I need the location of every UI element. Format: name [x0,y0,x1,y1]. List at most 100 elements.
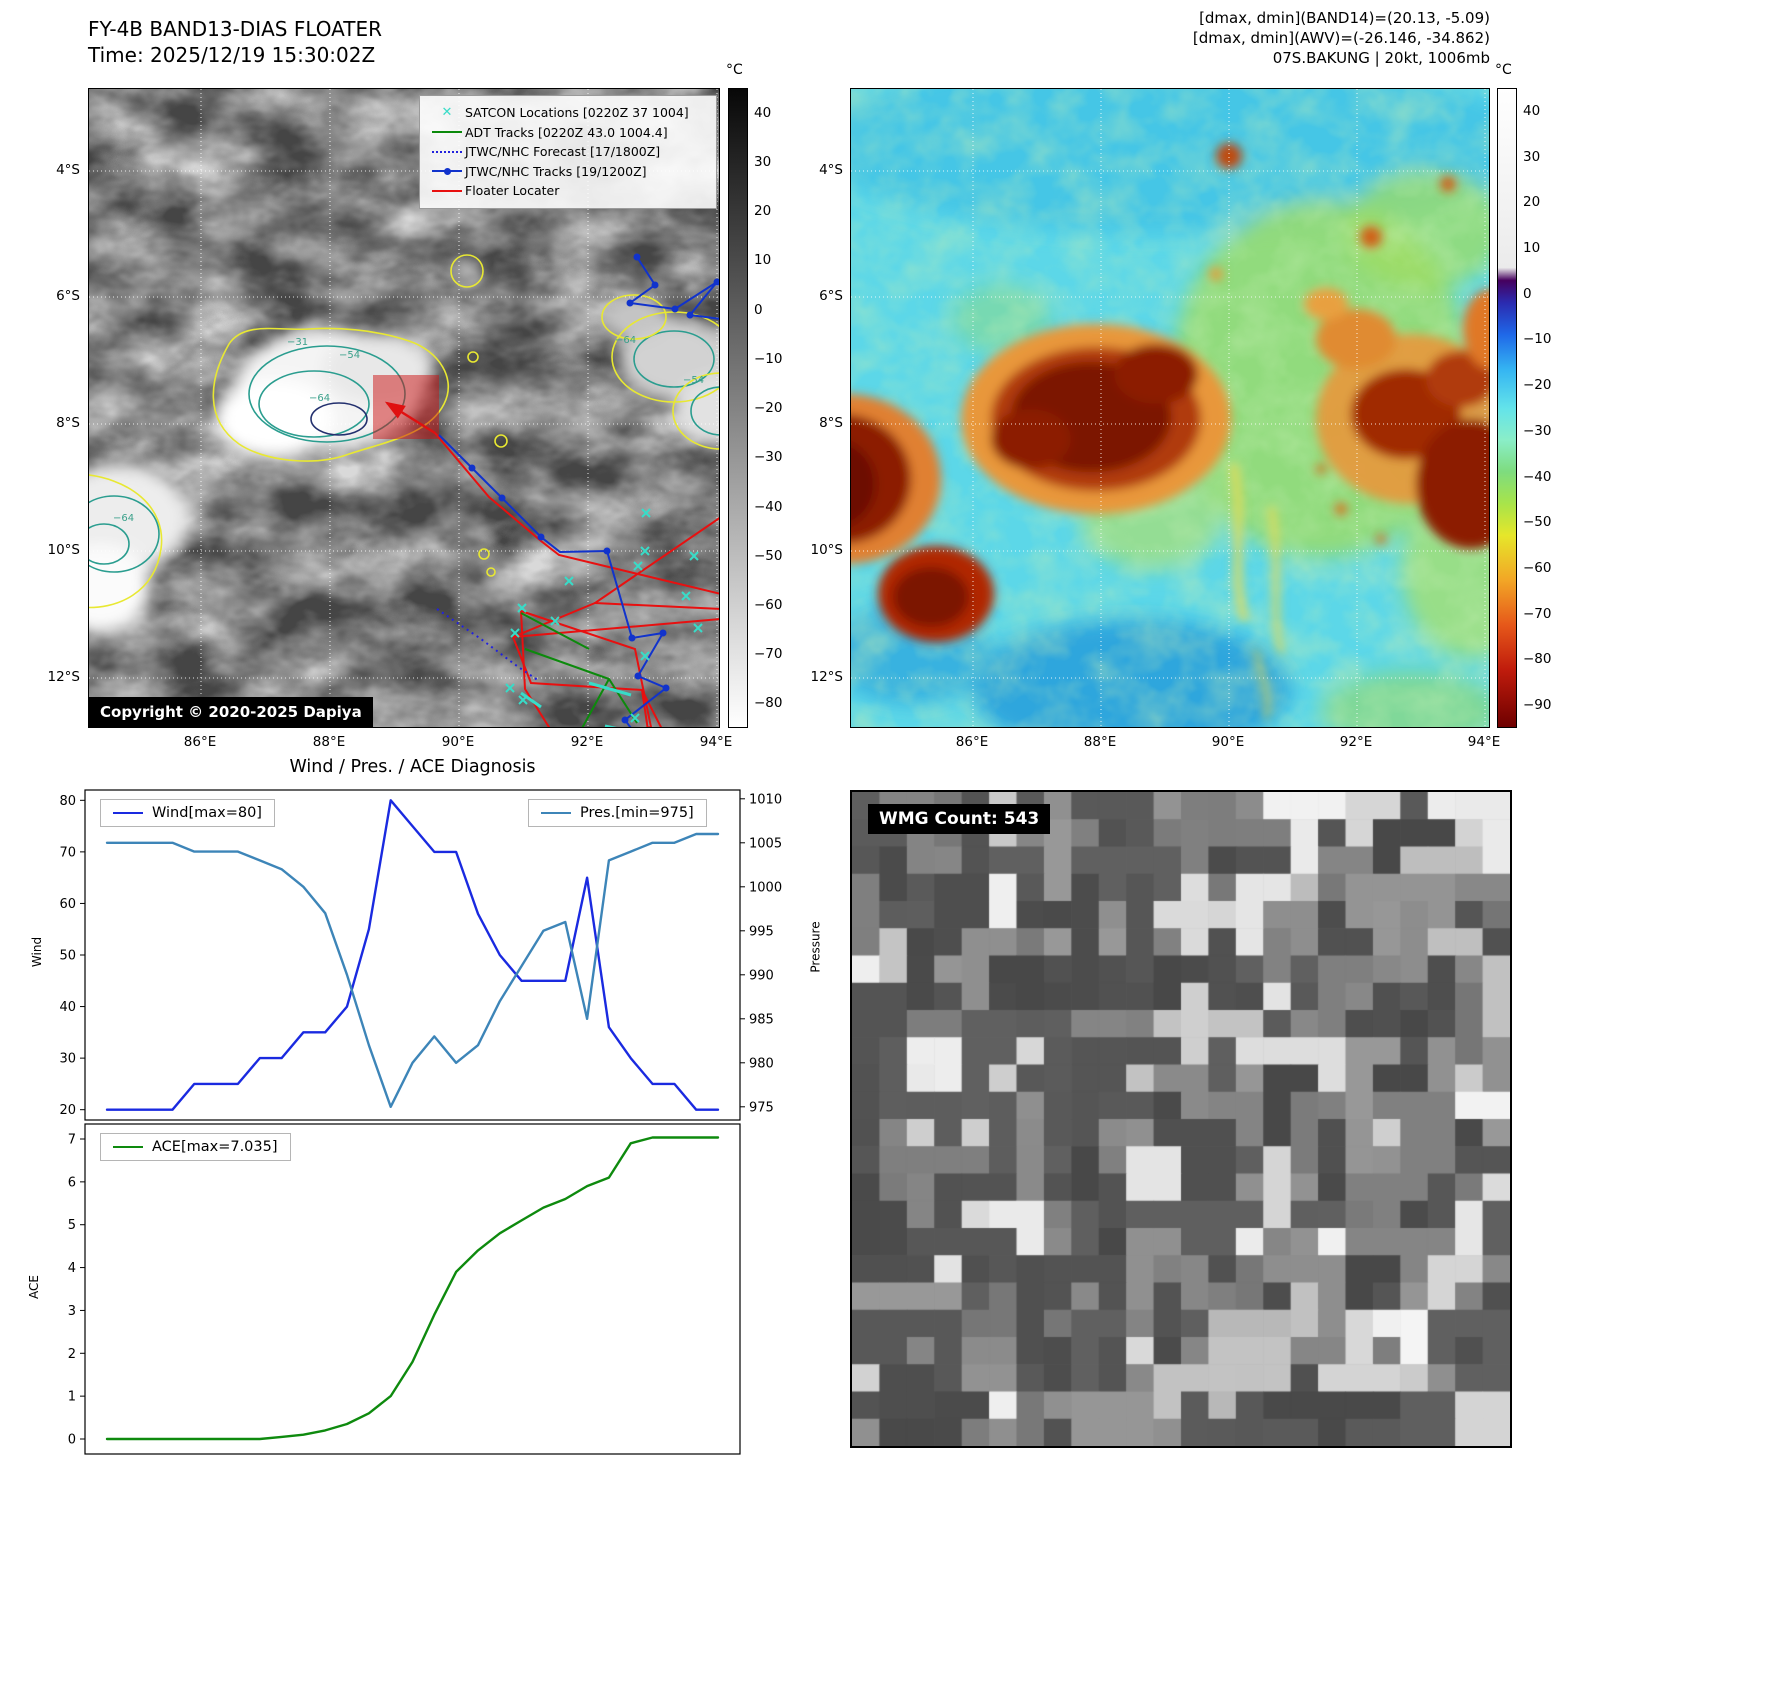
awv-colorbar-tick: 20 [1523,194,1541,210]
ir-y-tick: 4°S [56,162,80,178]
contour-labels: −31 −54 −64 −64 −54 −64 [113,335,704,524]
contour-label: −64 [113,513,134,524]
contour-label: −64 [615,335,636,346]
awv-colorbar-tick: −90 [1523,697,1552,713]
awv-x-tick: 86°E [955,734,989,750]
floater-tracks [434,432,719,727]
wind-legend-label: Wind[max=80] [152,805,262,821]
awv-colorbar-tick: 30 [1523,149,1541,165]
awv-colorbar-unit: °C [1495,62,1512,78]
floater-arrow-icon [384,401,436,435]
svg-text:1: 1 [68,1390,76,1405]
pressure-line-icon [541,812,571,814]
legend-row-satcon: ✕ SATCON Locations [0220Z 37 1004] [429,103,707,123]
satcon-markers [505,508,703,727]
diagnosis-title: Wind / Pres. / ACE Diagnosis [289,757,536,777]
awv-x-tick: 92°E [1339,734,1373,750]
wind-line-icon [113,812,143,814]
ace-legend-label: ACE[max=7.035] [152,1139,278,1155]
ir-x-tick: 90°E [441,734,475,750]
jtwc-track-points [468,253,719,724]
ir-legend: ✕ SATCON Locations [0220Z 37 1004] ADT T… [419,95,717,209]
svg-text:20: 20 [59,1103,76,1118]
awv-colorbar-tick: 0 [1523,286,1532,302]
track-line-dot-icon [432,166,462,176]
awv-colorbar-tick: −50 [1523,514,1552,530]
ir-y-tick: 6°S [56,288,80,304]
awv-header-line1: [dmax, dmin](BAND14)=(20.13, -5.09) [1199,9,1490,27]
awv-y-tick: 10°S [810,542,844,558]
adt-line-icon [432,131,462,134]
ir-colorbar-tick: −10 [754,351,783,367]
svg-text:4: 4 [68,1261,76,1276]
wind-axis-label: Wind [30,936,45,968]
ir-contours [89,254,719,609]
svg-text:975: 975 [749,1100,774,1115]
awv-colorbar-tick: −30 [1523,423,1552,439]
awv-y-tick: 4°S [819,162,843,178]
svg-text:1005: 1005 [749,836,782,851]
ir-y-tick: 10°S [47,542,81,558]
copyright-text: Copyright © 2020-2025 Dapiya [89,697,373,727]
ir-colorbar-tick: 40 [754,105,772,121]
legend-row-floater: Floater Locater [429,181,707,201]
svg-text:985: 985 [749,1012,774,1027]
svg-text:1010: 1010 [749,792,782,807]
ir-x-tick: 92°E [570,734,604,750]
ir-colorbar-tick: −40 [754,499,783,515]
contour-label: −31 [287,337,308,348]
awv-colorbar-tick: −80 [1523,651,1552,667]
svg-text:50: 50 [59,949,76,964]
legend-row-adt: ADT Tracks [0220Z 43.0 1004.4] [429,123,707,143]
ir-x-tick: 86°E [183,734,217,750]
svg-text:60: 60 [59,897,76,912]
awv-map-image [851,89,1489,727]
awv-y-tick: 6°S [819,288,843,304]
svg-text:0: 0 [68,1433,76,1448]
legend-row-forecast: JTWC/NHC Forecast [17/1800Z] [429,142,707,162]
svg-text:6: 6 [68,1175,76,1190]
awv-x-tick: 88°E [1083,734,1117,750]
ace-line-icon [113,1146,143,1148]
svg-text:2: 2 [68,1347,76,1362]
svg-text:7: 7 [68,1133,76,1148]
contour-label: −64 [309,393,330,404]
ir-colorbar-tick: 30 [754,154,772,170]
ir-colorbar-tick: −70 [754,646,783,662]
wind-legend: Wind[max=80] [100,799,275,827]
awv-x-tick: 94°E [1467,734,1501,750]
awv-x-tick: 90°E [1211,734,1245,750]
svg-text:70: 70 [59,845,76,860]
pressure-legend-label: Pres.[min=975] [580,805,694,821]
awv-y-tick: 12°S [810,669,844,685]
ir-colorbar [728,88,748,728]
ace-legend: ACE[max=7.035] [100,1133,291,1161]
awv-grid [851,89,1489,727]
cloud-blobs [89,261,719,634]
ir-y-tick: 12°S [47,669,81,685]
ir-subtitle: Time: 2025/12/19 15:30:02Z [88,43,376,67]
svg-text:5: 5 [68,1218,76,1233]
ir-colorbar-tick: −30 [754,449,783,465]
svg-text:980: 980 [749,1056,774,1071]
svg-text:1000: 1000 [749,880,782,895]
svg-text:995: 995 [749,924,774,939]
ir-colorbar-tick: 20 [754,203,772,219]
legend-label: Floater Locater [465,183,560,199]
floater-line-icon [432,189,462,192]
svg-text:990: 990 [749,968,774,983]
svg-text:3: 3 [68,1304,76,1319]
awv-colorbar [1497,88,1517,728]
ace-axis-label: ACE [26,1275,41,1299]
awv-map [850,88,1490,728]
legend-label: JTWC/NHC Forecast [17/1800Z] [465,144,661,160]
awv-colorbar-tick: 10 [1523,240,1541,256]
ir-map: −31 −54 −64 −64 −54 −64 [88,88,720,728]
awv-colorbar-tick: −40 [1523,469,1552,485]
awv-header: [dmax, dmin](BAND14)=(20.13, -5.09) [dma… [1050,8,1490,68]
pressure-legend: Pres.[min=975] [528,799,707,827]
ir-title: FY-4B BAND13-DIAS FLOATER [88,17,383,41]
satcon-x-icon: ✕ [441,105,453,121]
ir-colorbar-tick: −50 [754,548,783,564]
